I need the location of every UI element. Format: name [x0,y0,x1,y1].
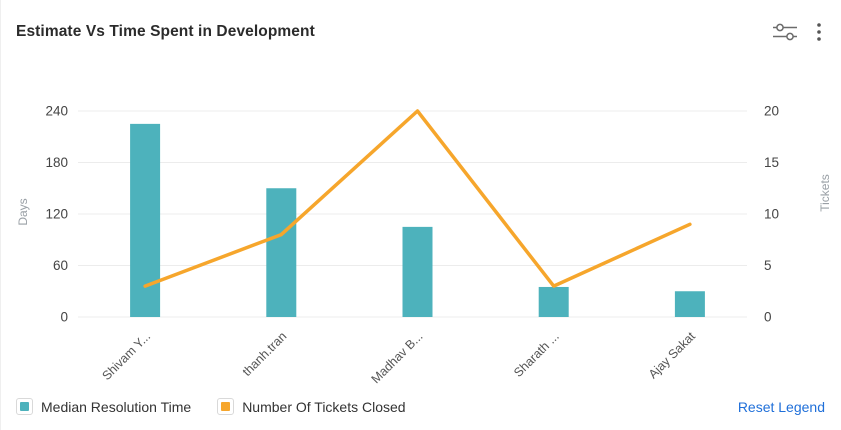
right-axis-tick-label: 20 [764,104,779,119]
left-axis-tick-label: 0 [60,310,68,325]
header-icons [769,19,825,45]
reset-legend-link[interactable]: Reset Legend [737,398,825,415]
bar-median-resolution-time[interactable] [266,188,297,317]
left-axis-tick-label: 60 [53,258,68,273]
legend-swatch-teal [16,398,33,415]
card-header: Estimate Vs Time Spent in Development [0,0,841,64]
left-axis-tick-label: 240 [45,104,68,119]
legend-label-median-resolution-time: Median Resolution Time [41,398,192,415]
line-number-of-tickets-closed[interactable] [143,109,692,288]
bar-median-resolution-time[interactable] [402,226,433,317]
legend-item-median-resolution-time[interactable]: Median Resolution Time [16,398,191,415]
right-axis-tick-label: 0 [764,310,772,325]
legend-bar: Median Resolution Time Number Of Tickets… [16,398,825,415]
right-axis-tick-label: 10 [764,207,779,222]
x-axis-category-label: Shivam Y... [99,329,153,383]
legend-item-number-of-tickets-closed[interactable]: Number Of Tickets Closed [217,398,406,415]
left-axis-tick-label: 180 [45,155,68,170]
bar-median-resolution-time[interactable] [674,291,705,317]
x-axis-category-label: Ajay Sakat [646,329,699,382]
legend-swatch-fill [20,402,29,411]
combo-chart[interactable]: 0 0 60 5 120 10 180 15 240 20 Shivam Y... thanh.tra… [0,55,841,400]
legend-swatch-fill [221,402,231,411]
sliders-icon [773,23,797,41]
right-axis-tick-label: 15 [764,155,779,170]
x-axis-category-label: Sharath ... [511,329,562,380]
bar-median-resolution-time[interactable] [538,286,569,317]
x-axis-category-label: thanh.tran [240,329,290,379]
left-axis-tick-label: 120 [45,207,68,222]
kebab-menu-icon [817,23,821,41]
more-options-button[interactable] [813,19,825,45]
filter-settings-button[interactable] [769,20,801,44]
x-axis-category-label: Madhav B... [369,329,426,386]
legend-label-number-of-tickets-closed: Number Of Tickets Closed [242,398,406,415]
right-axis-tick-label: 5 [764,258,772,273]
chart-title: Estimate Vs Time Spent in Development [16,23,315,40]
legend-swatch-orange [217,398,235,415]
bar-median-resolution-time[interactable] [130,123,161,317]
